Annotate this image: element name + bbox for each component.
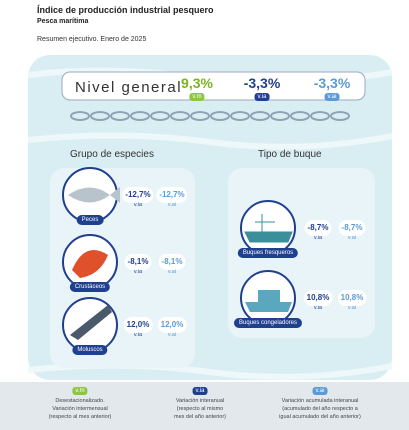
item-label: Buques fresqueros — [237, 248, 299, 258]
item-value: -8,1% — [158, 254, 186, 270]
legend-text: Desestacionalizado. — [55, 398, 105, 404]
item-value: 10,8% — [337, 290, 367, 306]
tag-text: v.ia — [133, 202, 143, 208]
legend-text: (respecto al mes anterior) — [48, 414, 112, 420]
tag-text: v.ia — [313, 305, 323, 311]
tag-text: v.ai — [167, 202, 177, 208]
general-value: -3,3% — [313, 75, 351, 91]
tag-text: v.ai — [347, 305, 357, 311]
tag-text: v.ai — [167, 269, 177, 275]
legend-text: (acumulado del año respecto a — [282, 406, 358, 412]
item-label: Crustáceos — [69, 282, 111, 292]
boat-icon — [244, 214, 293, 243]
squid-icon — [70, 305, 112, 340]
item-label: Moluscos — [72, 345, 108, 355]
subtitle: Pesca marítima — [37, 18, 89, 25]
tag-text: v.ia — [133, 332, 143, 338]
section-title: Grupo de especies — [70, 149, 154, 160]
tag-text: v.ai — [167, 332, 177, 338]
tag-text: v.ai — [347, 235, 357, 241]
legend-tag: v.m — [72, 387, 88, 395]
section-title: Tipo de buque — [258, 149, 322, 160]
legend-text: Variación intermensual — [52, 406, 108, 412]
boat-icon — [245, 290, 292, 312]
tag: v.m — [189, 93, 205, 101]
item-value: -8,1% — [124, 254, 152, 270]
item-label: Buques congeladores — [233, 318, 303, 328]
item-value: -8,7% — [338, 220, 366, 236]
legend-text: mes del año anterior) — [174, 414, 226, 420]
general-box — [61, 71, 366, 101]
item-value: 12,0% — [157, 317, 187, 333]
item-value: 12,0% — [123, 317, 153, 333]
fish-icon — [68, 187, 120, 203]
legend-text: (respecto al mismo — [176, 406, 224, 412]
legend-text: Variación interanual — [175, 398, 225, 404]
item-value: 10,8% — [303, 290, 333, 306]
tag-text: v.ia — [313, 235, 323, 241]
tag: v.ia — [254, 93, 270, 101]
general-label: Nivel general — [75, 79, 183, 96]
title: Índice de producción industrial pesquero — [37, 5, 214, 15]
item-value: -12,7% — [156, 187, 188, 203]
legend-text: igual acumulado del año anterior) — [279, 414, 361, 420]
legend-tag: v.ia — [192, 387, 208, 395]
item-value: -12,7% — [122, 187, 154, 203]
general-value: 9,3% — [181, 75, 213, 91]
legend-tag: v.ai — [312, 387, 328, 395]
summary: Resumen ejecutivo. Enero de 2025 — [37, 36, 147, 43]
legend-text: Variación acumulada interanual — [281, 398, 359, 404]
tag-text: v.ia — [133, 269, 143, 275]
shrimp-icon — [72, 250, 108, 278]
general-value: -3,3% — [243, 75, 281, 91]
chain — [70, 111, 350, 121]
item-value: -8,7% — [304, 220, 332, 236]
tag: v.ai — [324, 93, 340, 101]
item-label: Peces — [76, 215, 104, 225]
